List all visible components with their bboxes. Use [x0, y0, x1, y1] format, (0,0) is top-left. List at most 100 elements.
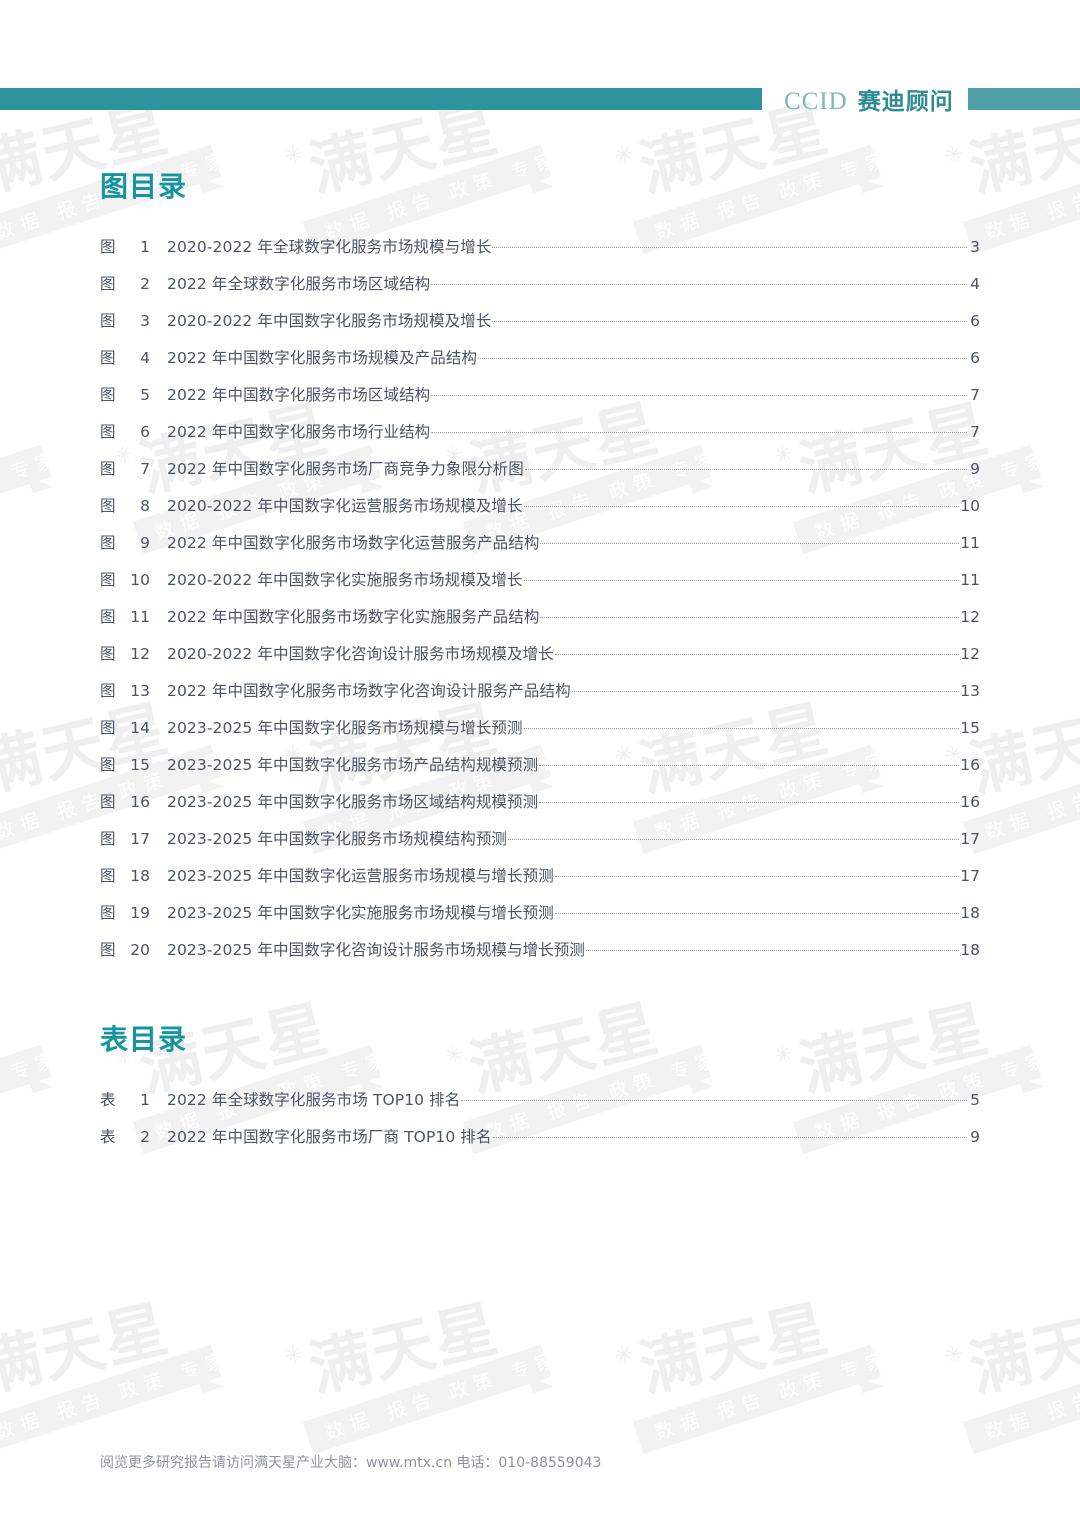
watermark-banner-arrow	[192, 1354, 224, 1394]
toc-entry-number: 17	[130, 830, 150, 848]
watermark-sub-text: 数据 报告 政策 专家	[982, 747, 1080, 845]
toc-leader-dots	[431, 284, 967, 285]
toc-entry-label: 图 20	[100, 938, 158, 960]
toc-entry-number: 14	[130, 719, 150, 737]
toc-leader-dots	[540, 617, 960, 618]
toc-entry-label: 图 19	[100, 901, 158, 923]
watermark-sub-text: 数据 报告 政策 专家	[0, 447, 65, 544]
toc-entry[interactable]: 图 9 2022 年中国数字化服务市场数字化运营服务产品结构 11	[100, 531, 980, 568]
toc-entry[interactable]: 图 16 2023-2025 年中国数字化服务市场区域结构规模预测 16	[100, 790, 980, 827]
figure-index-title: 图目录	[100, 170, 188, 203]
toc-entry[interactable]: 表 2 2022 年中国数字化服务市场厂商 TOP10 排名 9	[100, 1125, 980, 1162]
toc-entry-number: 20	[130, 941, 150, 959]
toc-entry[interactable]: 图 15 2023-2025 年中国数字化服务市场产品结构规模预测 16	[100, 753, 980, 790]
starburst-icon: ✳	[941, 140, 966, 169]
toc-leader-dots	[523, 580, 960, 581]
watermark-banner-arrow	[1012, 454, 1044, 494]
watermark-banner-arrow	[1012, 1054, 1044, 1094]
toc-entry[interactable]: 图 17 2023-2025 年中国数字化服务市场规模结构预测 17	[100, 827, 980, 864]
toc-entry-title: 2023-2025 年中国数字化服务市场产品结构规模预测	[167, 756, 539, 774]
toc-entry[interactable]: 图 8 2020-2022 年中国数字化运营服务市场规模及增长 10	[100, 494, 980, 531]
toc-leader-dots	[539, 765, 960, 766]
watermark-banner-arrow	[22, 1054, 54, 1094]
toc-entry-number: 1	[140, 1091, 150, 1109]
toc-entry[interactable]: 图 3 2020-2022 年中国数字化服务市场规模及增长 6	[100, 309, 980, 346]
toc-entry-number: 5	[140, 386, 150, 404]
toc-entry-title: 2020-2022 年中国数字化运营服务市场规模及增长	[167, 497, 523, 515]
toc-entry[interactable]: 图 11 2022 年中国数字化服务市场数字化实施服务产品结构 12	[100, 605, 980, 642]
watermark-sub-text: 数据 报告 政策 专家	[982, 1347, 1080, 1445]
toc-entry-page-number: 4	[970, 275, 980, 293]
toc-entry-label: 图 18	[100, 864, 158, 886]
toc-entry-number: 11	[130, 608, 150, 626]
toc-entry-number: 13	[130, 682, 150, 700]
toc-entry[interactable]: 图 12 2020-2022 年中国数字化咨询设计服务市场规模及增长 12	[100, 642, 980, 679]
toc-entry[interactable]: 图 19 2023-2025 年中国数字化实施服务市场规模与增长预测 18	[100, 901, 980, 938]
toc-entry-number: 19	[130, 904, 150, 922]
toc-leader-dots	[571, 691, 960, 692]
toc-entry[interactable]: 图 6 2022 年中国数字化服务市场行业结构 7	[100, 420, 980, 457]
toc-leader-dots	[539, 802, 960, 803]
toc-entry[interactable]: 图 7 2022 年中国数字化服务市场厂商竞争力象限分析图 9	[100, 457, 980, 494]
toc-entry-page-number: 17	[960, 830, 980, 848]
toc-entry[interactable]: 图 1 2020-2022 年全球数字化服务市场规模与增长 3	[100, 235, 980, 272]
toc-entry[interactable]: 图 20 2023-2025 年中国数字化咨询设计服务市场规模与增长预测 18	[100, 938, 980, 975]
table-index-list: 表 1 2022 年全球数字化服务市场 TOP10 排名 5 表 2 2022 年中国数字化…	[100, 1088, 980, 1162]
toc-entry[interactable]: 图 2 2022 年全球数字化服务市场区域结构 4	[100, 272, 980, 309]
watermark-main-text: 满天星	[0, 1291, 176, 1406]
toc-entry-prefix: 图	[100, 386, 116, 404]
toc-entry-title: 2023-2025 年中国数字化服务市场区域结构规模预测	[167, 793, 539, 811]
table-index-title: 表目录	[100, 1023, 188, 1056]
toc-entry-title: 2022 年中国数字化服务市场数字化运营服务产品结构	[167, 534, 540, 552]
toc-entry-label: 图 14	[100, 716, 158, 738]
toc-entry[interactable]: 表 1 2022 年全球数字化服务市场 TOP10 排名 5	[100, 1088, 980, 1125]
toc-entry[interactable]: 图 14 2023-2025 年中国数字化服务市场规模与增长预测 15	[100, 716, 980, 753]
watermark-banner-arrow	[22, 454, 54, 494]
toc-entry-label: 图 10	[100, 568, 158, 590]
toc-entry-number: 15	[130, 756, 150, 774]
toc-entry-page-number: 7	[970, 423, 980, 441]
watermark-tile: ✳满天星数据 报告 政策 专家	[612, 1292, 920, 1455]
watermark-banner	[302, 1344, 552, 1455]
toc-entry-page-number: 6	[970, 312, 980, 330]
toc-entry-page-number: 7	[970, 386, 980, 404]
toc-entry[interactable]: 图 10 2020-2022 年中国数字化实施服务市场规模及增长 11	[100, 568, 980, 605]
toc-entry-number: 3	[140, 312, 150, 330]
toc-entry-number: 12	[130, 645, 150, 663]
toc-entry-title: 2022 年中国数字化服务市场厂商竞争力象限分析图	[167, 460, 524, 478]
toc-entry[interactable]: 图 18 2023-2025 年中国数字化运营服务市场规模与增长预测 17	[100, 864, 980, 901]
toc-leader-dots	[508, 839, 960, 840]
toc-entry[interactable]: 图 4 2022 年中国数字化服务市场规模及产品结构 6	[100, 346, 980, 383]
watermark-main-text: 满天星	[0, 391, 6, 506]
figure-index-list: 图 1 2020-2022 年全球数字化服务市场规模与增长 3 图 2 2022 年全球数字…	[100, 235, 980, 975]
toc-entry[interactable]: 图 5 2022 年中国数字化服务市场区域结构 7	[100, 383, 980, 420]
toc-leader-dots	[523, 728, 960, 729]
toc-entry-prefix: 图	[100, 312, 116, 330]
toc-leader-dots	[431, 395, 967, 396]
toc-entry-title: 2022 年中国数字化服务市场规模及产品结构	[167, 349, 478, 367]
toc-entry-prefix: 图	[100, 608, 116, 626]
toc-entry-label: 图 11	[100, 605, 158, 627]
toc-entry-prefix: 表	[100, 1091, 116, 1109]
toc-entry-title: 2022 年中国数字化服务市场区域结构	[167, 386, 431, 404]
toc-entry-number: 10	[130, 571, 150, 589]
toc-entry-prefix: 图	[100, 460, 116, 478]
page-footer: 阅览更多研究报告请访问满天星产业大脑：www.mtx.cn 电话：010-885…	[100, 1455, 602, 1471]
watermark-banner	[962, 1344, 1080, 1455]
starburst-icon: ✳	[281, 140, 306, 169]
toc-entry[interactable]: 图 13 2022 年中国数字化服务市场数字化咨询设计服务产品结构 13	[100, 679, 980, 716]
toc-entry-title: 2022 年全球数字化服务市场区域结构	[167, 275, 431, 293]
toc-entry-page-number: 16	[960, 756, 980, 774]
toc-entry-page-number: 15	[960, 719, 980, 737]
toc-entry-page-number: 16	[960, 793, 980, 811]
starburst-icon: ✳	[941, 1340, 966, 1369]
